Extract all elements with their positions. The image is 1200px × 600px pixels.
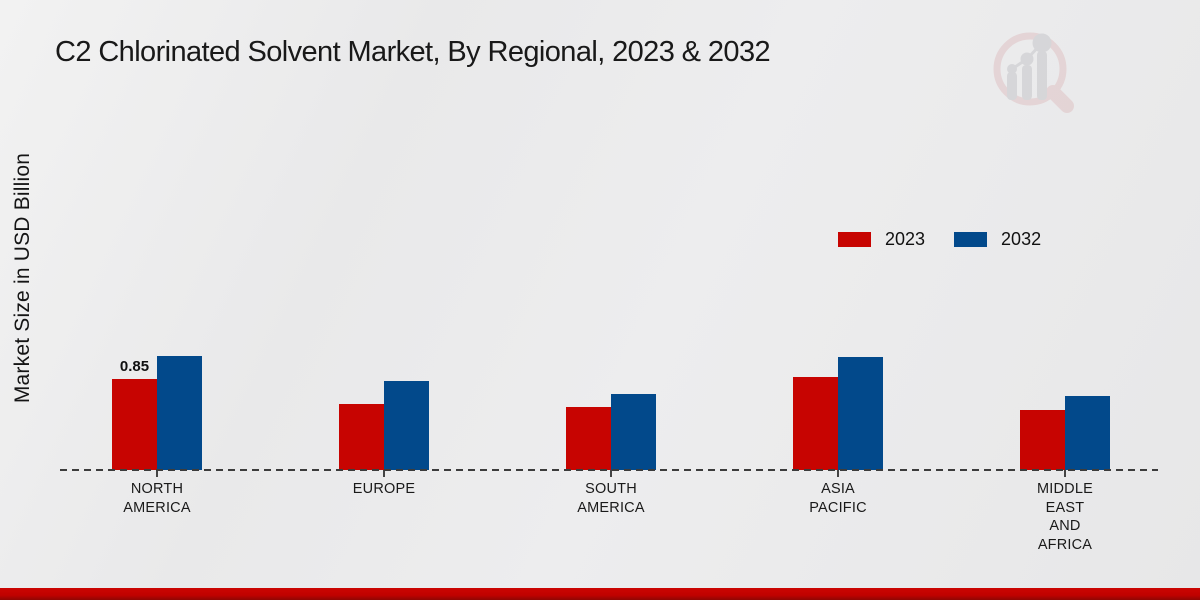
bar-2032-europe — [384, 381, 429, 470]
legend: 2023 2032 — [838, 229, 1070, 250]
legend-item-2023: 2023 — [838, 229, 925, 250]
x-axis-label-north-america: NORTH AMERICA — [123, 481, 191, 516]
x-axis-tick-europe — [383, 470, 385, 477]
x-axis-label-middle-east-and-africa: MIDDLE EAST AND AFRICA — [1037, 481, 1093, 553]
chart-title: C2 Chlorinated Solvent Market, By Region… — [55, 36, 771, 68]
legend-swatch-2023 — [838, 232, 871, 247]
x-axis-tick-asia-pacific — [837, 470, 839, 477]
x-axis-label-south-america: SOUTH AMERICA — [577, 481, 645, 516]
bar-value-label: 0.85 — [119, 358, 150, 375]
bar-2023-middle-east-and-africa — [1020, 410, 1065, 470]
bar-2032-north-america — [157, 356, 202, 470]
x-axis-tick-south-america — [610, 470, 612, 477]
legend-label-2023: 2023 — [885, 229, 926, 249]
footer-red-stripe — [0, 588, 1200, 600]
bar-2032-middle-east-and-africa — [1065, 396, 1110, 470]
bar-2023-europe — [339, 404, 384, 470]
x-axis-tick-middle-east-and-africa — [1064, 470, 1066, 477]
bar-2023-asia-pacific — [793, 377, 838, 470]
x-axis-tick-north-america — [156, 470, 158, 477]
legend-item-2032: 2032 — [954, 229, 1041, 250]
x-axis-label-europe: EUROPE — [352, 481, 416, 497]
legend-swatch-2032 — [954, 232, 988, 247]
bar-2023-south-america — [566, 407, 611, 470]
x-axis-dashed-baseline — [60, 469, 1158, 471]
bar-2032-south-america — [611, 394, 656, 470]
legend-label-2032: 2032 — [1001, 229, 1042, 249]
magnifier-bar-chart-watermark-icon — [993, 32, 1074, 113]
bar-2023-north-america — [112, 379, 157, 470]
bar-2032-asia-pacific — [838, 357, 883, 470]
x-axis-label-asia-pacific: ASIA PACIFIC — [809, 481, 867, 516]
